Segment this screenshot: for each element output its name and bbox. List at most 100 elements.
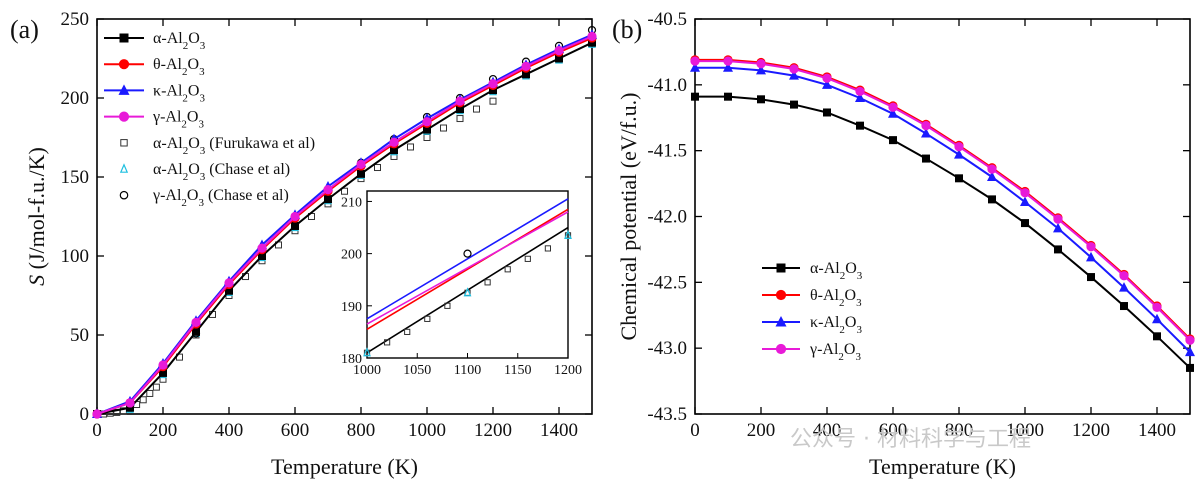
data-point [224, 278, 234, 288]
data-point [987, 164, 997, 174]
data-point [423, 125, 431, 134]
y-axis-title: Chemical potential (eV/f.u.) [616, 92, 641, 340]
data-point [323, 185, 333, 195]
data-point [192, 327, 200, 336]
series-line [96, 41, 593, 415]
y-tick-label: 200 [61, 88, 90, 109]
x-tick-label: 1400 [1138, 420, 1176, 441]
data-point [191, 317, 201, 327]
data-point [1087, 273, 1095, 282]
data-point [455, 96, 465, 106]
data-point [690, 56, 700, 66]
legend-label: α-Al2O3 (Chase et al) [153, 161, 290, 183]
y-tick-label: -43.5 [647, 404, 687, 425]
legend-swatch-marker [775, 289, 787, 301]
legend-swatch-marker [775, 343, 787, 355]
inset-series-line [366, 211, 569, 325]
data-point [1086, 251, 1096, 262]
data-point [1054, 245, 1062, 254]
data-point [1086, 242, 1096, 252]
series-line [695, 95, 1191, 369]
inset-x-tick-label: 1200 [554, 363, 582, 378]
data-point [1152, 302, 1162, 312]
inset-y-tick-label: 200 [341, 248, 362, 263]
data-point [1185, 335, 1195, 345]
data-point [888, 102, 898, 112]
data-point-open-square [374, 164, 381, 172]
data-point [422, 117, 432, 127]
data-point-open-square [146, 389, 154, 397]
x-tick-label: 1200 [474, 420, 512, 441]
y-tick-label: -40.5 [647, 9, 687, 30]
data-point [356, 159, 366, 169]
data-point [257, 243, 267, 253]
data-point [456, 105, 464, 114]
data-point [789, 64, 799, 74]
inset-data-point [404, 328, 411, 336]
data-point [588, 38, 596, 47]
data-point-open-square [407, 143, 414, 151]
legend-swatch-marker [775, 316, 787, 327]
legend-label: α-Al2O3 (Furukawa et al) [153, 135, 315, 157]
panel-b-label: (b) [612, 15, 642, 44]
x-tick-label: 600 [281, 420, 310, 441]
data-point [955, 174, 963, 183]
data-point [290, 211, 300, 222]
data-point-open-square [423, 134, 431, 141]
series-line [695, 58, 1191, 340]
y-axis-title: S (J/mol-f.u./K) [24, 147, 49, 286]
panel-b-chemical-potential-chart: (b) 0 200 400 600 800 1000 1200 1400 -43.5 -43.0 -4… [612, 9, 1195, 479]
data-point [691, 92, 699, 101]
x-tick-label: 400 [813, 420, 842, 441]
data-point [1120, 302, 1128, 311]
inset-data-point [463, 287, 472, 297]
data-point [225, 286, 233, 295]
data-point [1186, 363, 1194, 372]
x-tick-label: 200 [747, 420, 776, 441]
data-point [690, 62, 700, 72]
y-tick-label: 100 [61, 246, 90, 267]
data-point [357, 169, 365, 178]
legend-label: γ-Al2O3 [809, 341, 861, 363]
inset-data-point [564, 229, 572, 239]
data-point [823, 108, 831, 117]
data-point [125, 398, 135, 408]
data-point [822, 79, 832, 89]
inset-y-tick-label: 190 [341, 300, 362, 315]
x-tick-label: 1200 [1072, 420, 1110, 441]
data-point [856, 121, 864, 130]
data-point [555, 54, 563, 63]
legend-swatch-marker [776, 263, 786, 273]
inset-data-point [363, 347, 371, 357]
data-point [889, 136, 897, 145]
legend-swatch-marker [120, 139, 128, 147]
data-point-open-square [473, 105, 480, 113]
data-point [1021, 219, 1029, 228]
data-point [324, 195, 332, 204]
data-point [757, 95, 765, 104]
data-point-open-square [456, 115, 464, 123]
data-point [724, 92, 732, 101]
data-point [1153, 332, 1161, 341]
inset-data-point [544, 245, 551, 252]
legend-label: γ-Al2O3 (Chase et al) [152, 187, 289, 209]
data-point [789, 70, 799, 80]
data-point [1020, 196, 1030, 207]
legend-swatch-marker [118, 84, 130, 95]
data-point [390, 146, 398, 155]
data-point [1185, 346, 1195, 357]
panel-b-plot-frame [694, 18, 1191, 415]
inset-x-tick-label: 1100 [454, 363, 481, 378]
series-line [695, 60, 1191, 341]
inset-data-point [524, 255, 531, 262]
data-point [988, 195, 996, 204]
inset-zoom-plot: 1000 1050 1100 1150 1200 180 190 200 210 [341, 190, 582, 378]
y-tick-label: 250 [61, 9, 90, 30]
data-point [389, 137, 399, 147]
data-point [291, 221, 299, 230]
x-axis-title: Temperature (K) [869, 454, 1016, 479]
data-point [756, 64, 766, 75]
y-tick-label: 50 [70, 325, 89, 346]
data-point [1053, 214, 1063, 224]
